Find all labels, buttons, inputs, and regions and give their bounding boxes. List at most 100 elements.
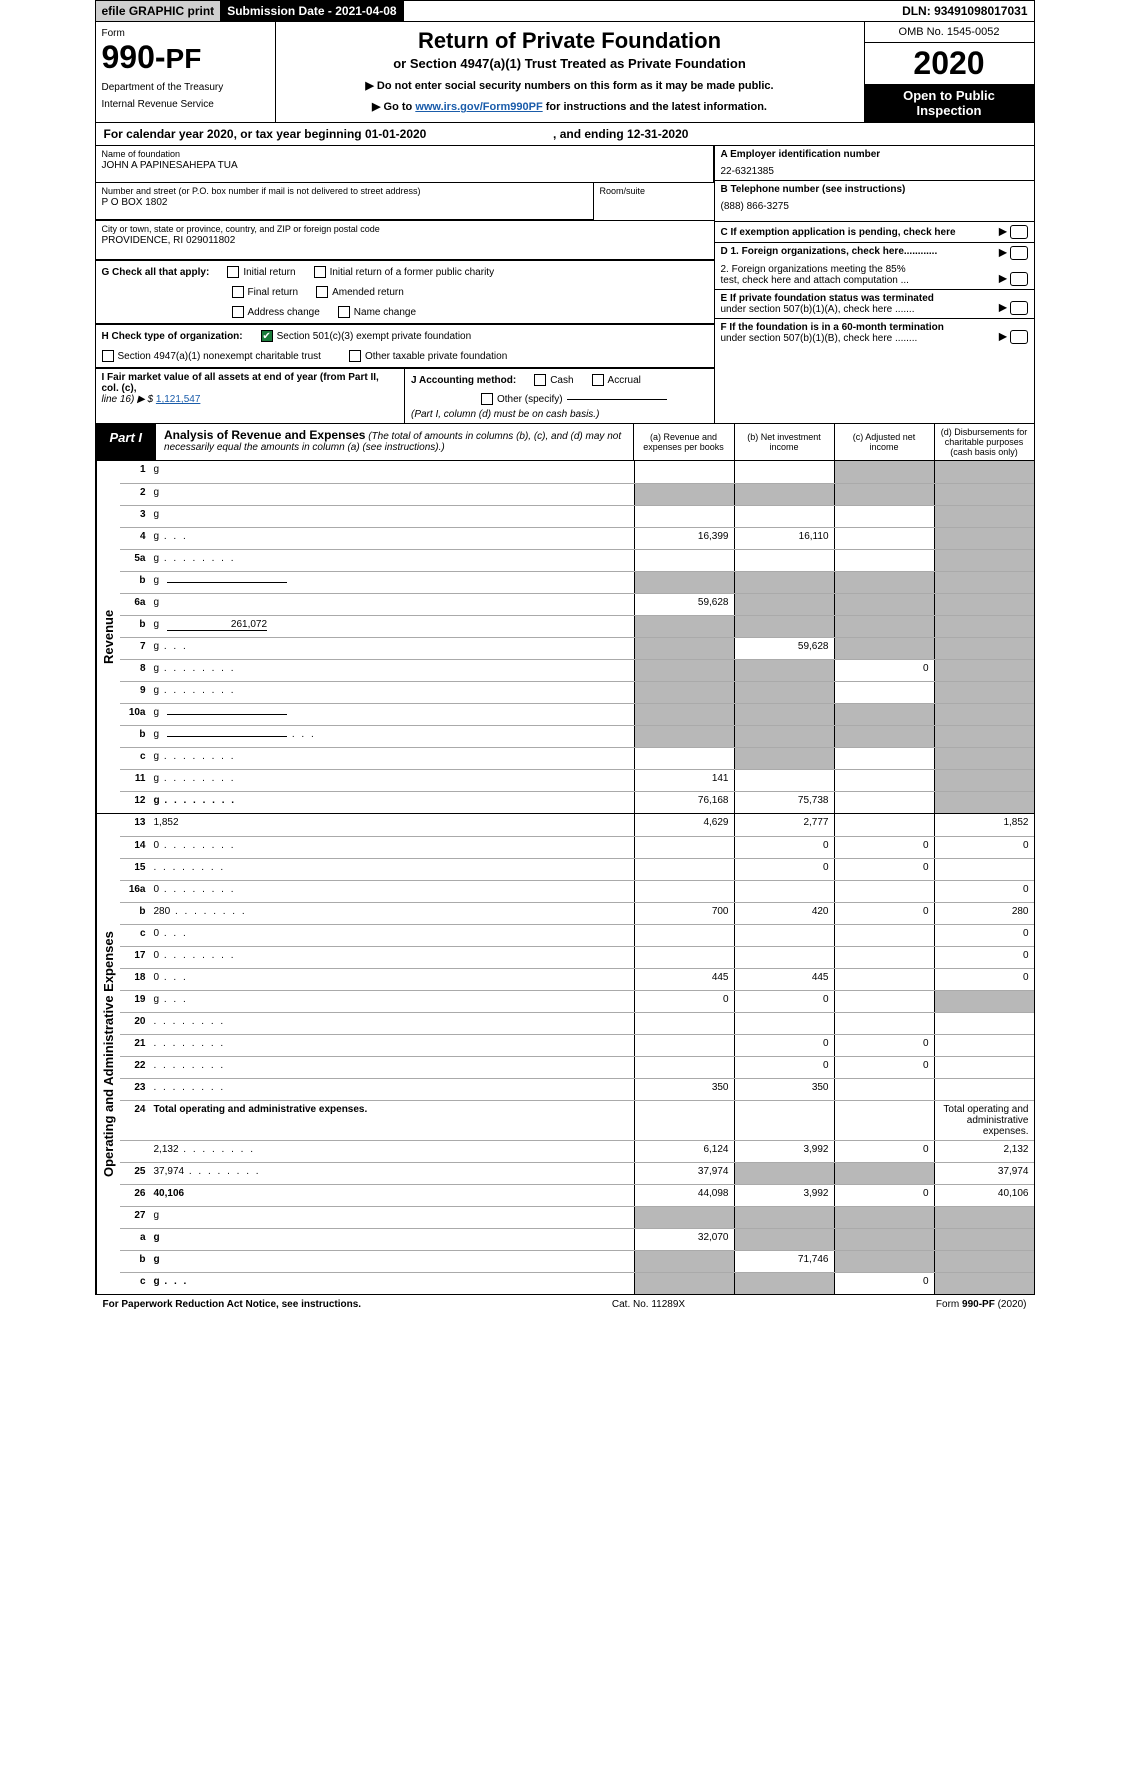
table-row: 1g [120, 461, 1034, 483]
chk-address-change[interactable] [232, 306, 244, 318]
table-row: 131,8524,6292,7771,852 [120, 814, 1034, 836]
table-row: 2537,97437,97437,974 [120, 1162, 1034, 1184]
form-label: Form [102, 28, 269, 39]
chk-60month[interactable] [1010, 330, 1028, 344]
cat-number: Cat. No. 11289X [612, 1299, 685, 1310]
dept-treasury: Department of the Treasury [102, 82, 269, 93]
table-row: 140000 [120, 836, 1034, 858]
table-row: 6ag59,628 [120, 593, 1034, 615]
table-row: 9g [120, 681, 1034, 703]
table-row: 23350350 [120, 1078, 1034, 1100]
instructions-link[interactable]: www.irs.gov/Form990PF [415, 101, 542, 113]
chk-exemption-pending[interactable] [1010, 225, 1028, 239]
table-row: 2100 [120, 1034, 1034, 1056]
expenses-side-label: Operating and Administrative Expenses [96, 814, 120, 1294]
table-row: 3g [120, 505, 1034, 527]
address: P O BOX 1802 [102, 197, 587, 208]
chk-cash[interactable] [534, 374, 546, 386]
table-row: cg [120, 747, 1034, 769]
form-header: Form 990-PF Department of the Treasury I… [95, 22, 1035, 123]
dln: DLN: 93491098017031 [404, 1, 1034, 21]
submission-date: Submission Date - 2021-04-08 [221, 1, 403, 21]
table-row: 12g76,16875,738 [120, 791, 1034, 813]
chk-status-terminated[interactable] [1010, 301, 1028, 315]
table-row: ag32,070 [120, 1228, 1034, 1250]
chk-501c3[interactable] [261, 330, 273, 342]
note-ssn: ▶ Do not enter social security numbers o… [286, 79, 854, 92]
ein-value: 22-6321385 [721, 166, 1028, 177]
foundation-name: JOHN A PAPINESAHEPA TUA [102, 160, 707, 171]
d1-label: D 1. Foreign organizations, check here..… [721, 246, 938, 260]
form-ref: Form 990-PF (2020) [936, 1299, 1027, 1310]
table-row: bg [120, 571, 1034, 593]
paperwork-notice: For Paperwork Reduction Act Notice, see … [103, 1299, 362, 1310]
table-row: 24Total operating and administrative exp… [120, 1100, 1034, 1140]
part1-header: Part I Analysis of Revenue and Expenses … [95, 424, 1035, 461]
table-row: b2807004200280 [120, 902, 1034, 924]
dept-irs: Internal Revenue Service [102, 99, 269, 110]
table-row: 2640,10644,0983,992040,106 [120, 1184, 1034, 1206]
chk-name-change[interactable] [338, 306, 350, 318]
table-row: 7g59,628 [120, 637, 1034, 659]
page-footer: For Paperwork Reduction Act Notice, see … [95, 1295, 1035, 1314]
fmv-value[interactable]: 1,121,547 [156, 394, 201, 405]
chk-85pct-test[interactable] [1010, 272, 1028, 286]
chk-amended[interactable] [316, 286, 328, 298]
tax-year: 2020 [865, 43, 1034, 84]
table-row: 11g141 [120, 769, 1034, 791]
table-row: cg0 [120, 1272, 1034, 1294]
revenue-side-label: Revenue [96, 461, 120, 813]
calendar-year-line: For calendar year 2020, or tax year begi… [95, 123, 1035, 146]
table-row: 10ag [120, 703, 1034, 725]
chk-foreign-org[interactable] [1010, 246, 1028, 260]
note-link: ▶ Go to www.irs.gov/Form990PF for instru… [286, 100, 854, 113]
table-row: 1804454450 [120, 968, 1034, 990]
table-row: 1500 [120, 858, 1034, 880]
table-row: 8g0 [120, 659, 1034, 681]
col-b: (b) Net investment income [734, 424, 834, 460]
table-row: 20 [120, 1012, 1034, 1034]
table-row: 2g [120, 483, 1034, 505]
part1-tab: Part I [96, 424, 157, 460]
j-label: J Accounting method: [411, 375, 516, 386]
table-row: 2200 [120, 1056, 1034, 1078]
chk-final-return[interactable] [232, 286, 244, 298]
table-row: 16a00 [120, 880, 1034, 902]
b-phone-label: B Telephone number (see instructions) [721, 184, 906, 195]
chk-other-method[interactable] [481, 393, 493, 405]
table-row: 2,1326,1243,99202,132 [120, 1140, 1034, 1162]
revenue-table: Revenue 1g2g3g4g16,39916,1105agbg6ag59,6… [95, 461, 1035, 814]
chk-initial-former[interactable] [314, 266, 326, 278]
table-row: 27g [120, 1206, 1034, 1228]
phone-value: (888) 866-3275 [721, 201, 1028, 212]
chk-initial-return[interactable] [227, 266, 239, 278]
expenses-table: Operating and Administrative Expenses 13… [95, 814, 1035, 1295]
table-row: c00 [120, 924, 1034, 946]
omb-number: OMB No. 1545-0052 [865, 22, 1034, 43]
table-row: 5ag [120, 549, 1034, 571]
city-state-zip: PROVIDENCE, RI 029011802 [102, 235, 708, 246]
i-label: I Fair market value of all assets at end… [102, 372, 379, 394]
j-note: (Part I, column (d) must be on cash basi… [411, 409, 708, 420]
table-row: 1700 [120, 946, 1034, 968]
h-label: H Check type of organization: [102, 331, 243, 342]
efile-button[interactable]: efile GRAPHIC print [96, 1, 222, 21]
chk-other-taxable[interactable] [349, 350, 361, 362]
col-a: (a) Revenue and expenses per books [634, 424, 734, 460]
addr-label: Number and street (or P.O. box number if… [102, 186, 587, 196]
chk-4947a1[interactable] [102, 350, 114, 362]
chk-accrual[interactable] [592, 374, 604, 386]
form-subtitle: or Section 4947(a)(1) Trust Treated as P… [286, 56, 854, 71]
form-number: 990-PF [102, 39, 269, 76]
col-c: (c) Adjusted net income [834, 424, 934, 460]
table-row: bg71,746 [120, 1250, 1034, 1272]
table-row: 19g00 [120, 990, 1034, 1012]
a-ein-label: A Employer identification number [721, 149, 881, 160]
name-label: Name of foundation [102, 149, 707, 159]
g-label: G Check all that apply: [102, 267, 210, 278]
table-row: bg [120, 725, 1034, 747]
entity-info: Name of foundation JOHN A PAPINESAHEPA T… [95, 146, 1035, 424]
open-to-public: Open to PublicInspection [865, 84, 1034, 122]
top-bar: efile GRAPHIC print Submission Date - 20… [95, 0, 1035, 22]
col-d: (d) Disbursements for charitable purpose… [934, 424, 1034, 460]
